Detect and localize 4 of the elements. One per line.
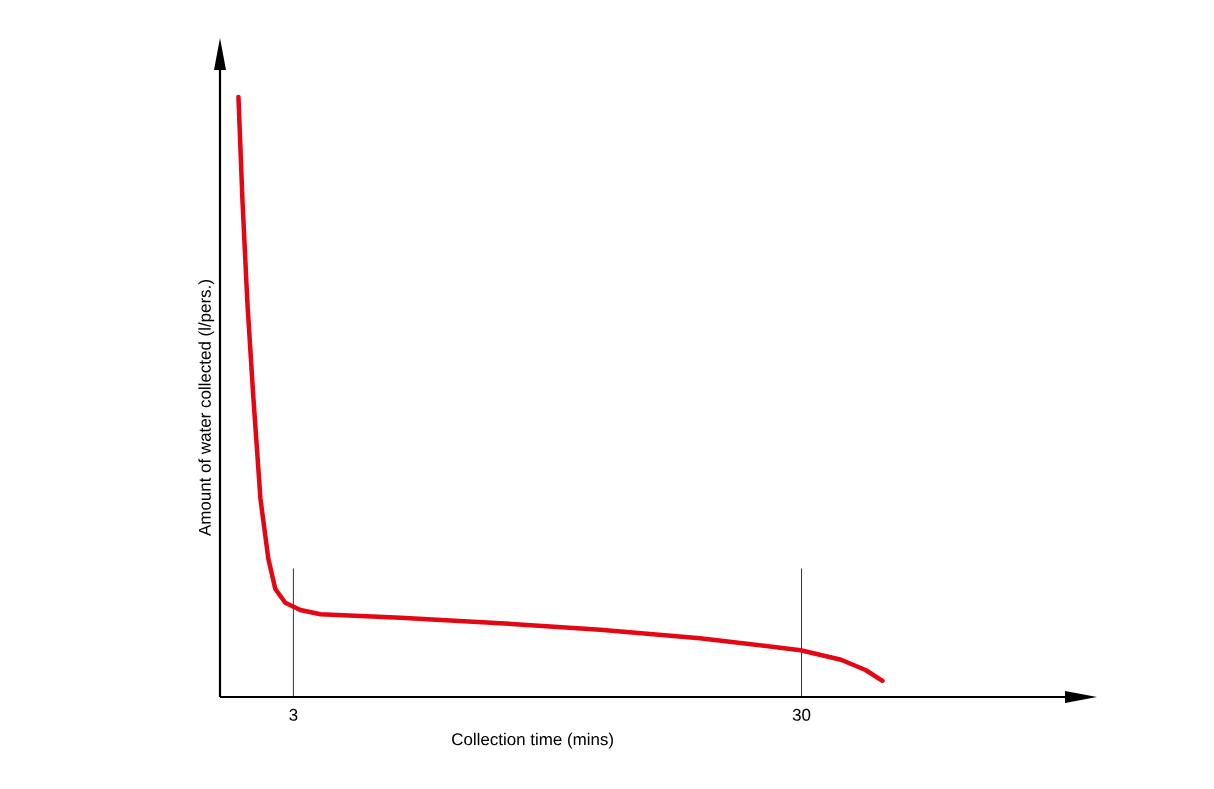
x-axis-title: Collection time (mins): [452, 732, 613, 749]
x-tick-label: 30: [792, 708, 811, 721]
y-axis-title: Amount of water collected (l/pers.): [198, 280, 215, 536]
x-tick-label: 3: [289, 708, 298, 721]
